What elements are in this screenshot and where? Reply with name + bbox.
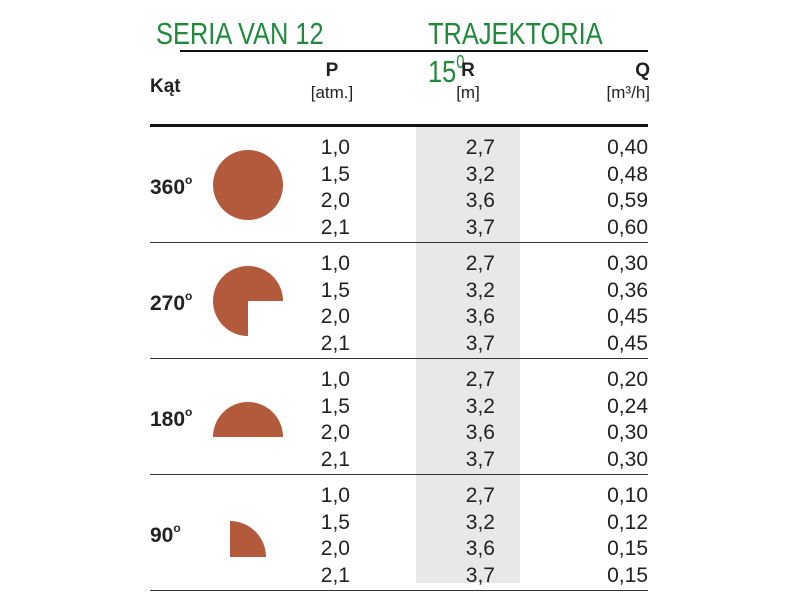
range-value-column: 2,7 3,2 3,6 3,7	[435, 251, 495, 357]
range-value: 3,7	[465, 331, 495, 355]
flow-value: 0,59	[607, 189, 648, 212]
pressure-value-column: 1,0 1,5 2,0 2,1	[310, 483, 350, 589]
group-divider	[150, 590, 648, 591]
pressure-value: 2,1	[320, 563, 350, 587]
pressure-value-column: 1,0 1,5 2,0 2,1	[310, 251, 350, 357]
pressure-value: 2,0	[320, 537, 350, 560]
flow-value: 0,12	[607, 510, 648, 534]
pressure-value: 1,5	[320, 394, 350, 418]
angle-group: 90o 1,0 1,5 2,0 2,1 2,7 3,2 3,6 3,7 0,10 0,12 0,15 0…	[150, 475, 648, 591]
pressure-value: 2,0	[320, 305, 350, 328]
flow-value: 0,24	[607, 394, 648, 418]
range-value: 3,2	[465, 510, 495, 534]
range-value: 3,2	[465, 278, 495, 302]
group-divider	[150, 358, 648, 359]
flow-unit: [m³/h]	[606, 83, 650, 102]
range-value: 3,2	[465, 162, 495, 186]
range-unit: [m]	[456, 83, 480, 102]
group-divider	[150, 242, 648, 243]
angle-group: 360o 1,0 1,5 2,0 2,1 2,7 3,2 3,6 3,7 0,40 0,48 0,59…	[150, 127, 648, 243]
quarter-circle-icon	[212, 497, 284, 569]
trajectory-degree: 0	[456, 52, 465, 72]
pressure-column-header: P [atm.]	[296, 60, 368, 104]
group-divider	[150, 474, 648, 475]
pressure-value: 2,1	[320, 331, 350, 355]
flow-value: 0,20	[607, 368, 648, 391]
angle-label: 90o	[150, 521, 181, 547]
title-divider	[180, 50, 648, 52]
flow-value: 0,30	[607, 421, 648, 444]
pressure-value: 1,0	[320, 368, 350, 391]
pressure-value: 2,1	[320, 215, 350, 239]
range-value: 2,7	[465, 136, 495, 159]
pressure-value-column: 1,0 1,5 2,0 2,1	[310, 367, 350, 473]
flow-value: 0,10	[607, 484, 648, 507]
flow-column-header: Q [m³/h]	[570, 60, 650, 104]
range-column-header: R [m]	[418, 60, 518, 104]
range-value: 3,2	[465, 394, 495, 418]
flow-value: 0,48	[607, 162, 648, 186]
table-header: SERIA VAN 12 TRAJEKTORIA 150	[150, 8, 648, 89]
pressure-value: 1,5	[320, 510, 350, 534]
angle-column-header: Kąt	[150, 76, 181, 97]
half-circle-icon	[212, 381, 284, 453]
angle-group: 270o 1,0 1,5 2,0 2,1 2,7 3,2 3,6 3,7 0,30 0,36 0,45…	[150, 243, 648, 359]
range-value: 3,7	[465, 563, 495, 587]
pressure-value-column: 1,0 1,5 2,0 2,1	[310, 135, 350, 241]
angle-label: 360o	[150, 173, 193, 199]
pressure-value: 1,5	[320, 162, 350, 186]
flow-value: 0,40	[607, 136, 648, 159]
flow-value: 0,36	[607, 278, 648, 302]
pressure-value: 2,0	[320, 189, 350, 212]
range-value: 2,7	[465, 484, 495, 507]
flow-value: 0,30	[607, 447, 648, 471]
flow-value-column: 0,40 0,48 0,59 0,60	[568, 135, 648, 241]
pressure-value: 1,0	[320, 252, 350, 275]
flow-value: 0,15	[607, 563, 648, 587]
range-value-column: 2,7 3,2 3,6 3,7	[435, 483, 495, 589]
flow-value: 0,45	[607, 305, 648, 328]
pressure-unit: [atm.]	[310, 83, 354, 102]
pressure-value: 2,0	[320, 421, 350, 444]
range-value-column: 2,7 3,2 3,6 3,7	[435, 367, 495, 473]
angle-label: 270o	[150, 289, 193, 315]
range-value: 3,6	[465, 189, 495, 212]
angle-label: 180o	[150, 405, 193, 431]
flow-value: 0,15	[607, 537, 648, 560]
three-quarter-circle-icon	[212, 265, 284, 337]
flow-value: 0,60	[607, 215, 648, 239]
flow-value: 0,30	[607, 252, 648, 275]
flow-value-column: 0,30 0,36 0,45 0,45	[568, 251, 648, 357]
range-value: 3,6	[465, 305, 495, 328]
pressure-value: 1,0	[320, 136, 350, 159]
range-value: 3,6	[465, 421, 495, 444]
flow-value-column: 0,20 0,24 0,30 0,30	[568, 367, 648, 473]
series-title: SERIA VAN 12	[156, 16, 324, 51]
r-column-shading	[416, 127, 520, 583]
full-circle-icon	[212, 149, 284, 221]
range-value: 2,7	[465, 252, 495, 275]
pressure-value: 1,5	[320, 278, 350, 302]
range-value: 2,7	[465, 368, 495, 391]
trajectory-title: TRAJEKTORIA 150	[428, 16, 602, 89]
range-value: 3,6	[465, 537, 495, 560]
flow-value-column: 0,10 0,12 0,15 0,15	[568, 483, 648, 589]
range-value-column: 2,7 3,2 3,6 3,7	[435, 135, 495, 241]
flow-value: 0,45	[607, 331, 648, 355]
pressure-value: 2,1	[320, 447, 350, 471]
range-value: 3,7	[465, 215, 495, 239]
range-value: 3,7	[465, 447, 495, 471]
header-divider	[150, 124, 648, 127]
angle-group: 180o 1,0 1,5 2,0 2,1 2,7 3,2 3,6 3,7 0,20 0,24 0,30…	[150, 359, 648, 475]
pressure-value: 1,0	[320, 484, 350, 507]
